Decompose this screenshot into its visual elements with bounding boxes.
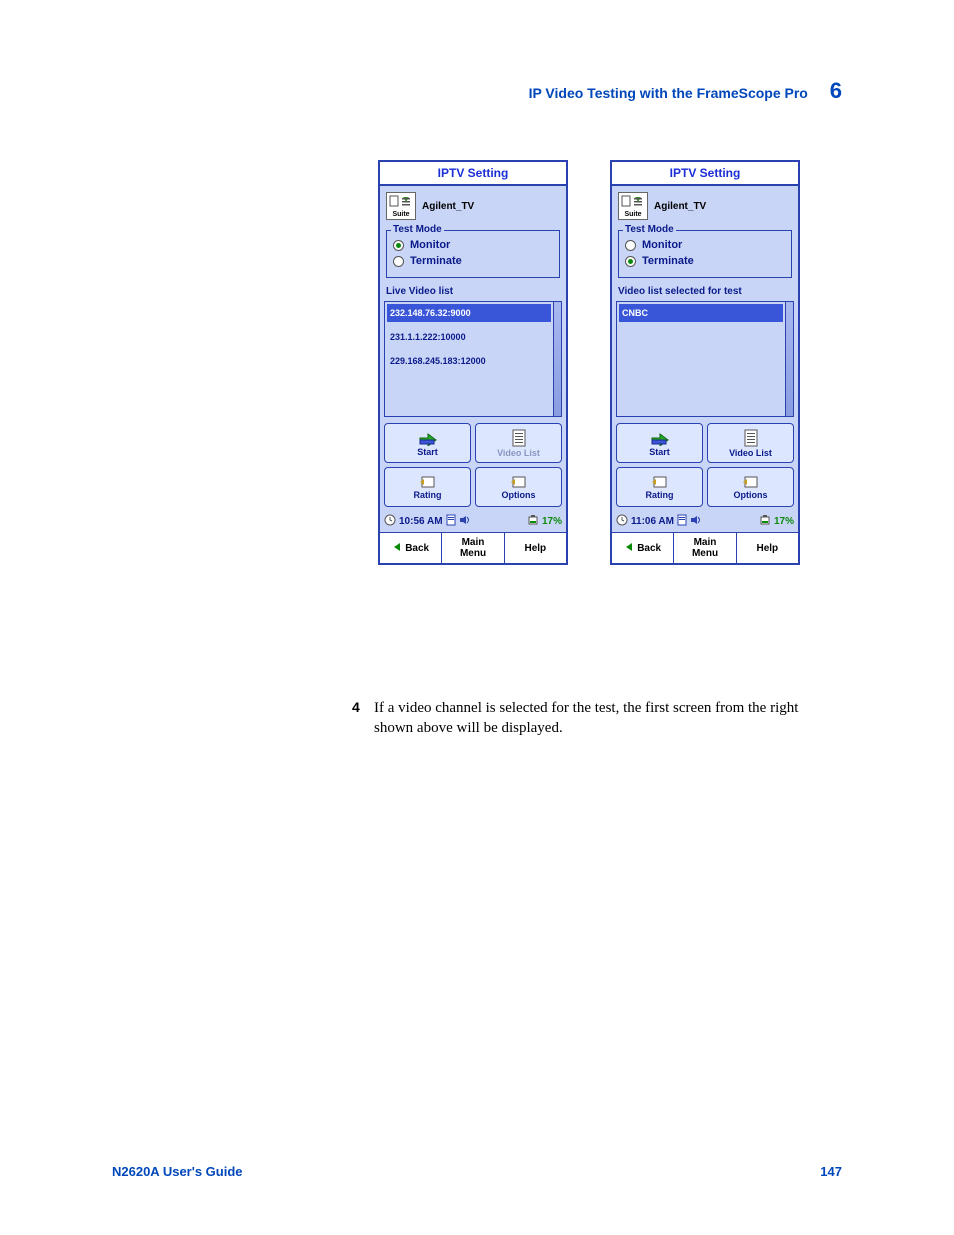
scrollbar[interactable] (553, 302, 561, 416)
screen-title-bar: IPTV Setting (612, 162, 798, 186)
suite-name: Agilent_TV (422, 201, 474, 212)
test-mode-legend: Test Mode (391, 224, 444, 235)
back-label: Back (637, 543, 661, 554)
radio-option[interactable]: Monitor (393, 239, 553, 251)
rating-button[interactable]: Rating (384, 467, 471, 507)
back-arrow-icon (624, 542, 634, 555)
radio-label: Terminate (642, 255, 694, 267)
suite-icon: Suite (386, 192, 416, 220)
video-list[interactable]: 232.148.76.32:9000 231.1.1.222:10000 229.1… (384, 301, 562, 417)
radio-option[interactable]: Terminate (393, 255, 553, 267)
back-button[interactable]: Back (612, 533, 674, 563)
status-time: 11:06 AM (631, 516, 674, 527)
chapter-number: 6 (830, 78, 842, 103)
battery-percent: 17% (542, 516, 562, 527)
soft-button-label: Rating (646, 490, 674, 500)
test-mode-group: Test ModeMonitorTerminate (386, 230, 560, 278)
back-label: Back (405, 543, 429, 554)
device-screen: IPTV Setting Suite Agilent_TV Test Mode Moni… (610, 160, 800, 565)
document-icon (677, 514, 687, 529)
sound-icon (690, 515, 702, 528)
back-arrow-icon (392, 542, 402, 555)
scrollbar[interactable] (785, 302, 793, 416)
battery-icon (759, 514, 771, 529)
suite-row[interactable]: Suite Agilent_TV (612, 186, 798, 226)
battery-percent: 17% (774, 516, 794, 527)
video-list-label: Live Video list (380, 284, 566, 301)
clock-icon (384, 514, 396, 529)
device-screen: IPTV Setting Suite Agilent_TV Test Mode Moni… (378, 160, 568, 565)
soft-button-label: Video List (497, 448, 540, 458)
suite-row[interactable]: Suite Agilent_TV (380, 186, 566, 226)
radio-option[interactable]: Terminate (625, 255, 785, 267)
page-header: IP Video Testing with the FrameScope Pro… (529, 78, 842, 104)
soft-button-grid: Start Video List Rating Options (380, 417, 566, 511)
header-title: IP Video Testing with the FrameScope Pro (529, 85, 808, 101)
suite-name: Agilent_TV (654, 201, 706, 212)
soft-button-grid: Start Video List Rating Options (612, 417, 798, 511)
nav-bar: Back MainMenuHelp (612, 532, 798, 563)
radio-icon (625, 256, 636, 267)
document-icon (446, 514, 456, 529)
options-button[interactable]: Options (707, 467, 794, 507)
main-menu-button[interactable]: MainMenu (442, 533, 504, 563)
video-list[interactable]: CNBC (616, 301, 794, 417)
help-button[interactable]: Help (505, 533, 566, 563)
main-menu-button[interactable]: MainMenu (674, 533, 736, 563)
list-item[interactable]: 229.168.245.183:12000 (387, 352, 551, 370)
sound-icon (459, 515, 471, 528)
start-button[interactable]: Start (384, 423, 471, 463)
test-mode-legend: Test Mode (623, 224, 676, 235)
help-button[interactable]: Help (737, 533, 798, 563)
soft-button-label: Start (649, 447, 670, 457)
nav-bar: Back MainMenuHelp (380, 532, 566, 563)
soft-button-label: Rating (414, 490, 442, 500)
video-list-button: Video List (475, 423, 562, 463)
step-number: 4 (352, 698, 360, 717)
list-item[interactable]: 232.148.76.32:9000 (387, 304, 551, 322)
step-text: If a video channel is selected for the t… (374, 700, 798, 736)
soft-button-label: Video List (729, 448, 772, 458)
status-time: 10:56 AM (399, 516, 443, 527)
soft-button-label: Options (502, 490, 536, 500)
start-button[interactable]: Start (616, 423, 703, 463)
suite-icon: Suite (618, 192, 648, 220)
status-bar: 10:56 AM 17% (380, 511, 566, 532)
radio-label: Monitor (642, 239, 682, 251)
screenshots-pair: IPTV Setting Suite Agilent_TV Test Mode Moni… (378, 160, 800, 565)
radio-icon (625, 240, 636, 251)
status-bar: 11:06 AM 17% (612, 511, 798, 532)
screen-title-bar: IPTV Setting (380, 162, 566, 186)
soft-button-label: Start (417, 447, 438, 457)
battery-icon (527, 514, 539, 529)
clock-icon (616, 514, 628, 529)
instruction-step: 4 If a video channel is selected for the… (374, 698, 824, 739)
radio-icon (393, 256, 404, 267)
rating-button[interactable]: Rating (616, 467, 703, 507)
video-list-button[interactable]: Video List (707, 423, 794, 463)
video-list-label: Video list selected for test (612, 284, 798, 301)
radio-option[interactable]: Monitor (625, 239, 785, 251)
list-item[interactable]: CNBC (619, 304, 783, 322)
footer-guide-title: N2620A User's Guide (112, 1164, 243, 1179)
list-item[interactable]: 231.1.1.222:10000 (387, 328, 551, 346)
radio-label: Monitor (410, 239, 450, 251)
radio-icon (393, 240, 404, 251)
back-button[interactable]: Back (380, 533, 442, 563)
options-button[interactable]: Options (475, 467, 562, 507)
soft-button-label: Options (734, 490, 768, 500)
test-mode-group: Test ModeMonitorTerminate (618, 230, 792, 278)
radio-label: Terminate (410, 255, 462, 267)
footer-page-number: 147 (820, 1164, 842, 1179)
